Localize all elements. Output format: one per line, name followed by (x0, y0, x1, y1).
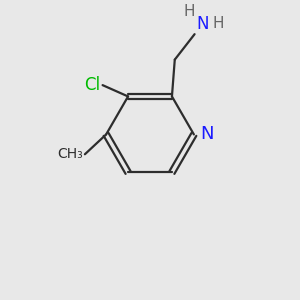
Text: N: N (200, 125, 214, 143)
Text: H: H (213, 16, 224, 31)
Text: N: N (196, 15, 208, 33)
Text: H: H (183, 4, 195, 19)
Text: CH₃: CH₃ (58, 147, 83, 161)
Text: Cl: Cl (84, 76, 100, 94)
